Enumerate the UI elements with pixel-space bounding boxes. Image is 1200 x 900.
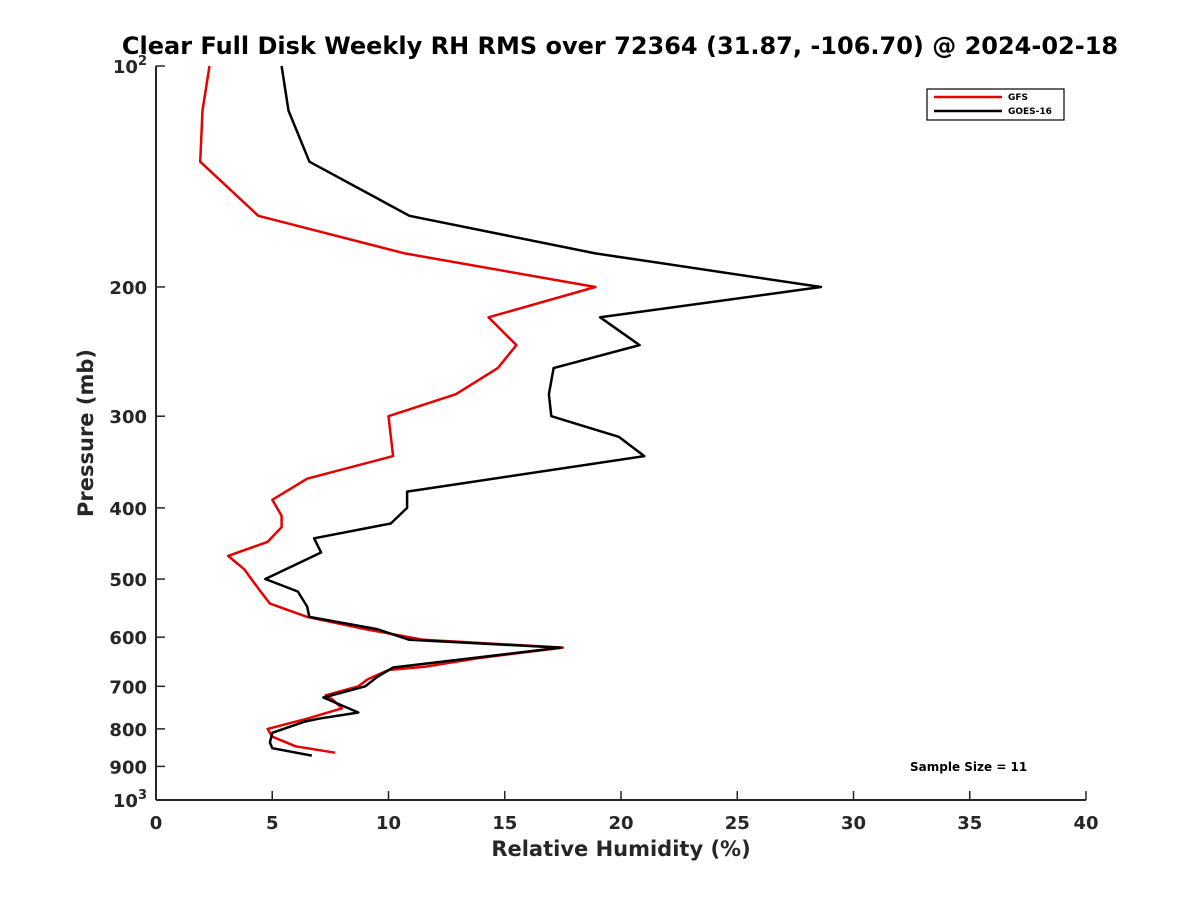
y-tick-label: 900 xyxy=(109,757,147,778)
x-tick-label: 40 xyxy=(1073,813,1098,834)
series-line-goes16 xyxy=(264,65,823,757)
x-tick-label: 35 xyxy=(957,813,982,834)
legend: GFS GOES-16 xyxy=(926,88,1065,121)
x-tick-label: 20 xyxy=(608,813,633,834)
y-tick-label: 500 xyxy=(109,570,147,591)
x-tick-label: 25 xyxy=(725,813,750,834)
y-axis-label: Pressure (mb) xyxy=(74,349,98,517)
x-tick-label: 10 xyxy=(376,813,401,834)
chart-title: Clear Full Disk Weekly RH RMS over 72364… xyxy=(122,32,1118,60)
series-lines xyxy=(198,65,823,757)
y-tick-label: 300 xyxy=(109,407,147,428)
legend-box xyxy=(926,88,1065,121)
x-tick-label: 30 xyxy=(841,813,866,834)
x-tick-label: 5 xyxy=(266,813,279,834)
y-tick-label: 800 xyxy=(109,720,147,741)
y-tick-label: 200 xyxy=(109,278,147,299)
x-tick-label: 15 xyxy=(492,813,517,834)
sample-size-annotation: Sample Size = 11 xyxy=(910,760,1027,774)
y-tick-label: 600 xyxy=(109,628,147,649)
plot-area: 0 5 10 15 20 25 30 35 40 102 200 300 400 500 600 700 80… xyxy=(109,54,1098,834)
series-line-gfs xyxy=(198,65,597,754)
y-tick-label: 102 xyxy=(113,54,147,78)
x-tick-label: 0 xyxy=(150,813,163,834)
legend-label-goes16: GOES-16 xyxy=(1008,107,1052,117)
y-tick-label: 700 xyxy=(109,677,147,698)
legend-label-gfs: GFS xyxy=(1008,93,1028,103)
y-ticks: 102 200 300 400 500 600 700 800 900 103 xyxy=(109,54,165,812)
x-axis-label: Relative Humidity (%) xyxy=(491,837,750,861)
x-ticks: 0 5 10 15 20 25 30 35 40 xyxy=(150,791,1099,834)
y-tick-label: 103 xyxy=(113,788,147,812)
y-tick-label: 400 xyxy=(109,499,147,520)
